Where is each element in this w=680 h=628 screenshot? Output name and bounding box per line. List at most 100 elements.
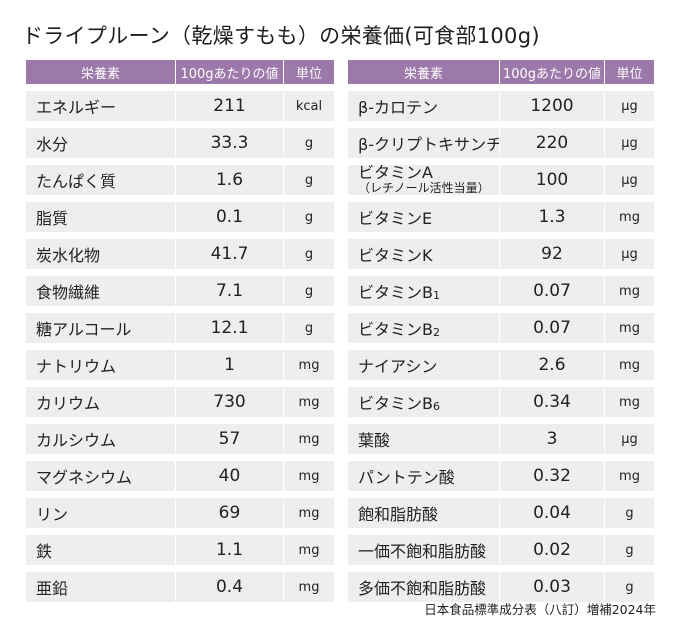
nutrient-name: ビタミンE	[348, 195, 500, 232]
nutrient-name-subscript: 6	[432, 400, 440, 413]
nutrient-unit: μg	[605, 121, 654, 158]
nutrient-name-subscript: 2	[432, 326, 440, 339]
nutrient-name: パントテン酸	[348, 454, 500, 491]
nutrient-unit: g	[605, 528, 654, 565]
table-row: 亜鉛 0.4 mg	[26, 565, 334, 602]
nutrient-name: 多価不飽和脂肪酸	[348, 565, 500, 602]
table-row: マグネシウム 40 mg	[26, 454, 334, 491]
nutrient-name: 食物繊維	[26, 269, 176, 306]
nutrient-value: 100	[500, 158, 605, 195]
nutrient-name: ビタミンB1	[348, 269, 500, 306]
table-row: 一価不飽和脂肪酸 0.02 g	[348, 528, 654, 565]
nutrient-unit: g	[284, 232, 334, 269]
table-row: ナイアシン 2.6 mg	[348, 343, 654, 380]
table-row: ビタミンE 1.3 mg	[348, 195, 654, 232]
nutrient-unit: g	[605, 491, 654, 528]
table-row: 炭水化物 41.7 g	[26, 232, 334, 269]
nutrient-unit: μg	[605, 84, 654, 121]
nutrient-unit: g	[284, 195, 334, 232]
table-row: エネルギー 211 kcal	[26, 84, 334, 121]
nutrient-name-main: ビタミンB	[358, 320, 433, 339]
nutrition-table-left: 栄養素 100gあたりの値 単位 エネルギー 211 kcal 水分 33.3 g たんぱく…	[26, 60, 334, 602]
nutrient-unit: mg	[605, 195, 654, 232]
source-note: 日本食品標準成分表（八訂）増補2024年	[424, 602, 656, 617]
nutrient-unit: mg	[284, 454, 334, 491]
nutrient-value: 1	[176, 343, 284, 380]
nutrient-name: 鉄	[26, 528, 176, 565]
header-value-per-100g: 100gあたりの値	[176, 60, 284, 84]
nutrient-name: ナイアシン	[348, 343, 500, 380]
table-row: カルシウム 57 mg	[26, 417, 334, 454]
nutrient-value: 0.02	[500, 528, 605, 565]
nutrient-unit: g	[284, 306, 334, 343]
nutrient-value: 0.4	[176, 565, 284, 602]
nutrient-name: ビタミンA （レチノール活性当量）	[348, 158, 500, 195]
header-nutrient: 栄養素	[26, 60, 176, 84]
table-row: ビタミンB2 0.07 mg	[348, 306, 654, 343]
nutrient-name: たんぱく質	[26, 158, 176, 195]
nutrient-name: 炭水化物	[26, 232, 176, 269]
nutrient-value: 92	[500, 232, 605, 269]
nutrient-unit: g	[284, 269, 334, 306]
nutrient-value: 1.6	[176, 158, 284, 195]
table-row: たんぱく質 1.6 g	[26, 158, 334, 195]
nutrient-value: 730	[176, 380, 284, 417]
table-row: 食物繊維 7.1 g	[26, 269, 334, 306]
table-row: β-カロテン 1200 μg	[348, 84, 654, 121]
nutrient-name: β-クリプトキサンチン	[348, 121, 500, 158]
nutrient-name: 糖アルコール	[26, 306, 176, 343]
table-row: 多価不飽和脂肪酸 0.03 g	[348, 565, 654, 602]
nutrient-name-note: （レチノール活性当量）	[358, 181, 490, 195]
nutrient-value: 40	[176, 454, 284, 491]
nutrient-unit: mg	[284, 343, 334, 380]
nutrient-name: 脂質	[26, 195, 176, 232]
nutrient-name: カリウム	[26, 380, 176, 417]
nutrient-name: 葉酸	[348, 417, 500, 454]
nutrient-name: 亜鉛	[26, 565, 176, 602]
nutrient-unit: mg	[605, 343, 654, 380]
nutrient-name: 一価不飽和脂肪酸	[348, 528, 500, 565]
table-row: カリウム 730 mg	[26, 380, 334, 417]
nutrient-value: 0.07	[500, 269, 605, 306]
nutrient-unit: mg	[284, 528, 334, 565]
nutrient-value: 0.1	[176, 195, 284, 232]
nutrient-value: 0.32	[500, 454, 605, 491]
table-row: リン 69 mg	[26, 491, 334, 528]
nutrient-unit: mg	[284, 491, 334, 528]
nutrient-value: 12.1	[176, 306, 284, 343]
nutrient-name: カルシウム	[26, 417, 176, 454]
nutrient-name-main: ビタミンB	[358, 283, 433, 302]
nutrient-name: 飽和脂肪酸	[348, 491, 500, 528]
nutrient-unit: mg	[284, 417, 334, 454]
table-header-row: 栄養素 100gあたりの値 単位	[26, 60, 334, 84]
table-row: 飽和脂肪酸 0.04 g	[348, 491, 654, 528]
nutrient-value: 220	[500, 121, 605, 158]
nutrient-name-subscript: 1	[432, 289, 440, 302]
table-header-row: 栄養素 100gあたりの値 単位	[348, 60, 654, 84]
table-row: ビタミンK 92 μg	[348, 232, 654, 269]
nutrient-name: マグネシウム	[26, 454, 176, 491]
nutrient-name: ビタミンB6	[348, 380, 500, 417]
nutrient-unit: μg	[605, 417, 654, 454]
nutrient-unit: mg	[284, 380, 334, 417]
nutrient-unit: g	[284, 158, 334, 195]
nutrient-unit: g	[284, 121, 334, 158]
nutrient-value: 1.1	[176, 528, 284, 565]
nutrient-name: エネルギー	[26, 84, 176, 121]
nutrient-name: ビタミンK	[348, 232, 500, 269]
nutrient-unit: μg	[605, 232, 654, 269]
table-row: パントテン酸 0.32 mg	[348, 454, 654, 491]
nutrient-name: リン	[26, 491, 176, 528]
nutrient-value: 0.04	[500, 491, 605, 528]
nutrient-unit: mg	[284, 565, 334, 602]
nutrient-name: β-カロテン	[348, 84, 500, 121]
nutrient-value: 0.34	[500, 380, 605, 417]
table-row: ナトリウム 1 mg	[26, 343, 334, 380]
nutrient-name-main: ビタミンA	[358, 163, 433, 182]
header-unit: 単位	[605, 60, 654, 84]
nutrient-value: 3	[500, 417, 605, 454]
nutrient-value: 69	[176, 491, 284, 528]
table-row: 脂質 0.1 g	[26, 195, 334, 232]
nutrient-unit: mg	[605, 380, 654, 417]
table-row: 葉酸 3 μg	[348, 417, 654, 454]
